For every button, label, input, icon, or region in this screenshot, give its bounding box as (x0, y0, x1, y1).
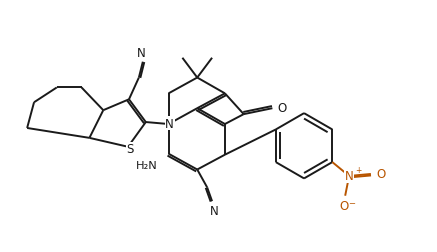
Text: N: N (210, 204, 218, 217)
Text: N: N (345, 170, 354, 183)
Text: O: O (376, 168, 385, 181)
Text: O: O (277, 101, 287, 114)
Text: S: S (126, 143, 134, 156)
Text: N: N (165, 117, 174, 130)
Text: N: N (136, 47, 145, 60)
Text: +: + (355, 165, 361, 174)
Text: −: − (349, 198, 356, 207)
Text: O: O (340, 199, 349, 212)
Text: H₂N: H₂N (136, 160, 158, 170)
